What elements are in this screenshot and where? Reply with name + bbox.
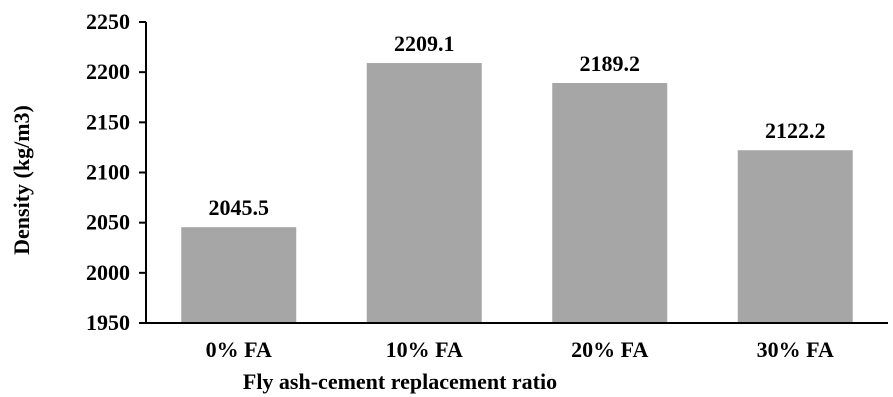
bar-value-label: 2209.1 [394,31,455,56]
bar-value-label: 2189.2 [580,51,641,76]
y-ticks-group: 1950 2000 2050 2100 2150 2200 2250 [86,9,146,335]
y-tick-label: 2100 [86,160,130,185]
bar-value-label: 2045.5 [209,195,270,220]
bar-1 [181,227,297,323]
x-category-label: 20% FA [571,337,648,362]
data-labels-group: 2045.5 2209.1 2189.2 2122.2 [209,31,826,220]
y-tick-label: 2150 [86,109,130,134]
x-category-label: 10% FA [386,337,463,362]
y-tick-label: 2050 [86,210,130,235]
y-tick-label: 2000 [86,260,130,285]
y-axis-title: Density (kg/m3) [9,105,34,255]
bar-value-label: 2122.2 [765,118,826,143]
y-tick-label: 2200 [86,59,130,84]
x-axis-title: Fly ash-cement replacement ratio [243,369,557,394]
y-tick-label: 1950 [86,310,130,335]
x-category-label: 30% FA [757,337,834,362]
x-category-label: 0% FA [206,337,272,362]
y-tick-label: 2250 [86,9,130,34]
x-labels-group: 0% FA 10% FA 20% FA 30% FA [206,337,834,362]
bar-3 [552,83,668,323]
bars-group [181,63,853,323]
bar-4 [737,150,853,323]
bar-2 [366,63,482,323]
